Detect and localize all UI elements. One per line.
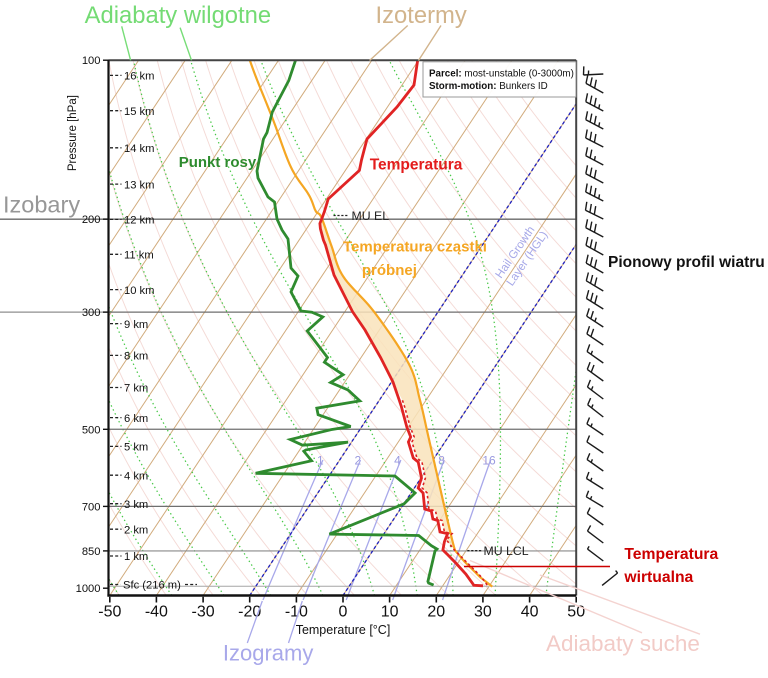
svg-text:14 km: 14 km [124,143,154,155]
svg-text:40: 40 [521,604,539,621]
svg-text:Punkt rosy: Punkt rosy [179,154,257,171]
svg-text:8 km: 8 km [124,351,148,363]
svg-text:100: 100 [82,55,101,67]
svg-text:16: 16 [482,454,496,468]
svg-text:50: 50 [567,604,585,621]
svg-text:500: 500 [82,424,101,436]
svg-text:4 km: 4 km [124,470,148,482]
svg-text:Temperatura cząstki: Temperatura cząstki [343,239,487,256]
svg-text:wirtualna: wirtualna [623,569,693,586]
svg-text:Temperature [°C]: Temperature [°C] [296,623,391,637]
svg-text:Parcel: most-unstable (0-3000m: Parcel: most-unstable (0-3000m) [429,68,574,79]
svg-text:700: 700 [82,501,101,513]
svg-text:30: 30 [474,604,492,621]
svg-text:5 km: 5 km [124,442,148,454]
svg-text:Izotermy: Izotermy [376,2,467,29]
svg-text:8: 8 [438,454,445,468]
svg-text:MU LCL: MU LCL [484,544,529,558]
svg-text:-30: -30 [192,604,215,621]
svg-text:1: 1 [317,454,324,468]
svg-text:7 km: 7 km [124,383,148,395]
svg-text:1000: 1000 [76,583,101,595]
svg-text:20: 20 [427,604,445,621]
svg-text:12 km: 12 km [124,215,154,227]
svg-text:Pressure [hPa]: Pressure [hPa] [67,95,79,171]
svg-text:200: 200 [82,214,101,226]
svg-text:Pionowy profil wiatru: Pionowy profil wiatru [608,254,765,271]
svg-text:1 km: 1 km [124,551,148,563]
svg-text:4: 4 [394,454,401,468]
svg-text:-40: -40 [145,604,168,621]
svg-text:-50: -50 [98,604,121,621]
svg-text:300: 300 [82,307,101,319]
svg-text:10: 10 [381,604,399,621]
svg-text:Adiabaty wilgotne: Adiabaty wilgotne [85,2,272,29]
svg-text:2: 2 [354,454,361,468]
svg-text:Temperatura: Temperatura [624,546,718,563]
svg-text:Storm-motion: Bunkers ID: Storm-motion: Bunkers ID [429,81,548,92]
svg-text:Adiabaty suche: Adiabaty suche [546,631,700,656]
svg-text:Izobary: Izobary [3,192,80,218]
svg-text:16 km: 16 km [124,71,154,83]
svg-text:3 km: 3 km [124,499,148,511]
svg-text:MU EL: MU EL [352,209,390,223]
svg-text:6 km: 6 km [124,413,148,425]
svg-text:0: 0 [339,604,348,621]
svg-text:9 km: 9 km [124,319,148,331]
svg-text:15 km: 15 km [124,106,154,118]
svg-text:10 km: 10 km [124,285,154,297]
svg-text:850: 850 [82,546,101,558]
svg-text:próbnej: próbnej [362,262,417,279]
svg-text:Izogramy: Izogramy [223,641,313,666]
svg-text:13 km: 13 km [124,179,154,191]
svg-text:Sfc (216 m): Sfc (216 m) [123,580,181,592]
svg-text:11 km: 11 km [124,250,154,262]
svg-text:Temperatura: Temperatura [370,157,463,174]
svg-text:2 km: 2 km [124,524,148,536]
